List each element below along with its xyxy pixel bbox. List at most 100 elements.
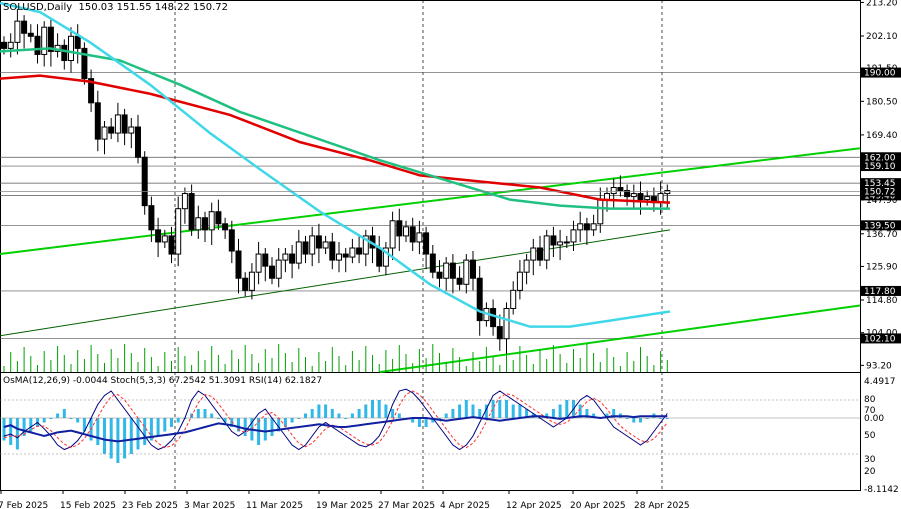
candle-body [496, 326, 503, 340]
osma-bar [330, 409, 334, 418]
candle-body [181, 193, 188, 210]
osma-bar [15, 418, 19, 450]
osma-bar [518, 404, 522, 418]
price-tick-label: 202.10 [866, 32, 898, 42]
candle-body [108, 126, 115, 134]
candle-body [315, 235, 322, 249]
candle-body [583, 223, 590, 231]
osma-bar [263, 418, 267, 441]
candle-body [463, 259, 470, 285]
osma-bar [417, 418, 421, 427]
osma-bar [143, 418, 147, 445]
candle-body [81, 47, 88, 80]
osma-bar [29, 418, 33, 432]
candle-body [114, 114, 121, 134]
current-price-box [861, 186, 901, 197]
sub-tick-label: 20 [864, 467, 876, 477]
price-tick-label: 125.90 [866, 262, 898, 272]
candle-body [188, 193, 195, 231]
osma-bar [237, 418, 240, 432]
level-label-box [861, 161, 901, 172]
candle-body [128, 126, 135, 134]
candle-body [121, 114, 128, 134]
osma-bar [551, 409, 555, 418]
rsi-line [3, 415, 668, 443]
level-label-box [861, 67, 901, 78]
osma-bar [290, 418, 294, 423]
osma-bar [123, 418, 127, 459]
candle-body [21, 20, 28, 34]
osma-bar [464, 400, 468, 418]
osma-bar [438, 418, 441, 419]
candle-body [88, 78, 95, 104]
osma-bar [324, 404, 328, 418]
candle-body [27, 32, 34, 37]
osma-bar [357, 409, 361, 418]
osma-bar [444, 413, 448, 418]
candle-body [168, 235, 175, 255]
candle-body [14, 20, 21, 43]
candle-body [235, 250, 242, 279]
candle-body [1, 41, 7, 49]
candle-body [644, 196, 651, 201]
price-tick-label: 213.20 [866, 0, 898, 8]
osma-bar [210, 413, 214, 418]
osma-bar [565, 400, 569, 418]
candle-body [409, 226, 416, 243]
osma-bar [431, 418, 435, 423]
osma-bar [578, 404, 582, 418]
candle-body [47, 26, 54, 52]
candle-body [530, 247, 537, 261]
osma-bar [585, 409, 589, 418]
chart-ohlc: 150.03 151.55 148.22 150.72 [78, 2, 229, 13]
osma-bar [76, 418, 80, 423]
candle-body [208, 211, 215, 231]
candle-body [624, 190, 631, 198]
date-tick-label: 19 Mar 2025 [316, 501, 373, 509]
candle-body [563, 241, 570, 244]
level-label: 139.50 [864, 221, 896, 231]
candle-body [456, 277, 463, 285]
candle-body [389, 220, 396, 249]
candle-body [228, 229, 235, 252]
osma-bar [471, 404, 475, 418]
candle-body [161, 235, 168, 243]
sub-tick-label: 50 [864, 431, 876, 441]
candle-body [523, 259, 530, 273]
candle-body [537, 247, 543, 261]
sub-tick-label: 70 [864, 406, 876, 416]
chart-title: SOLUSD,Daily 150.03 151.55 148.22 150.72 [3, 2, 228, 13]
osma-bar [505, 400, 508, 418]
candle-body [476, 277, 483, 322]
candle-body [597, 199, 604, 225]
osma-bar [283, 418, 287, 427]
osma-bar [545, 413, 549, 418]
candle-body [436, 271, 443, 279]
indicator-title: OsMA(12,26,9) -0.0044 Stoch(5,3,3) 67.25… [3, 376, 323, 386]
osma-bar [639, 418, 642, 423]
osma-bar [149, 418, 153, 441]
candle-body [449, 262, 456, 279]
osma-bar [109, 418, 113, 459]
date-tick-label: 12 Apr 2025 [506, 501, 562, 509]
osma-bar [163, 418, 167, 432]
candle-body [376, 247, 383, 267]
osma-bar [424, 418, 428, 427]
candle-body [309, 235, 316, 255]
osma-bar [391, 409, 395, 418]
price-tick-label: 93.20 [866, 361, 892, 371]
candle-body [68, 35, 74, 61]
candle-body [222, 223, 229, 231]
candle-body [255, 253, 262, 273]
osma-bar [411, 418, 415, 423]
date-tick-label: 11 Mar 2025 [246, 501, 303, 509]
candle-body [396, 220, 403, 237]
level-label: 162.00 [864, 153, 896, 163]
osma-bar [397, 413, 401, 418]
candle-body [637, 193, 644, 201]
osma-bar [511, 404, 515, 418]
osma-bar [625, 418, 629, 419]
sub-tick-label: 0.00 [864, 414, 884, 424]
trend-line [0, 229, 671, 337]
date-tick-label: 15 Feb 2025 [60, 501, 116, 509]
